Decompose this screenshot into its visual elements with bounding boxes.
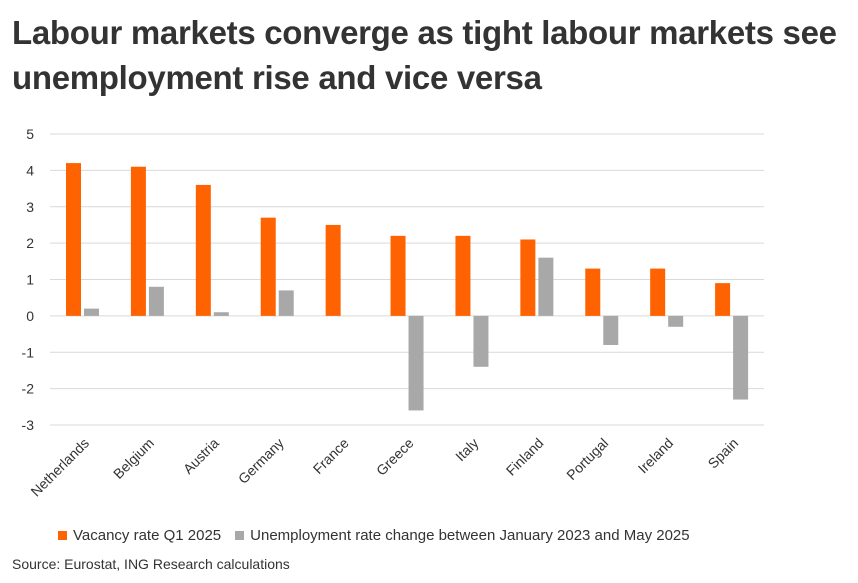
bar-vacancy: [650, 268, 666, 316]
y-tick-label: 5: [26, 126, 34, 142]
bar-unemployment: [84, 308, 99, 316]
y-tick-label: -1: [22, 344, 35, 360]
x-tick-label: Finland: [503, 435, 547, 479]
bar-unemployment: [148, 286, 164, 316]
chart-title: Labour markets converge as tight labour …: [12, 14, 837, 96]
x-tick-label: Belgium: [110, 435, 157, 482]
y-tick-label: 4: [26, 162, 34, 178]
x-tick-label: Portugal: [563, 435, 611, 483]
legend-item-unemployment: Unemployment rate change between January…: [235, 527, 690, 544]
x-tick-label: Ireland: [635, 435, 677, 477]
x-tick-label: Italy: [452, 435, 481, 464]
bar-unemployment: [733, 315, 749, 400]
y-tick-label: -3: [22, 417, 35, 433]
bar-vacancy: [130, 166, 146, 316]
bar-unemployment: [473, 315, 489, 367]
bar-unemployment: [603, 315, 619, 345]
x-tick-label: Spain: [705, 435, 742, 472]
bar-vacancy: [66, 163, 81, 316]
y-tick-label: 3: [26, 199, 34, 215]
legend-item-vacancy: Vacancy rate Q1 2025: [58, 527, 221, 544]
source-note: Source: Eurostat, ING Research calculati…: [12, 556, 290, 572]
x-tick-label: Austria: [180, 435, 222, 477]
x-tick-label: France: [310, 435, 352, 477]
bar-unemployment: [538, 257, 554, 316]
y-tick-label: 2: [26, 235, 34, 251]
bar-vacancy: [325, 224, 341, 316]
y-tick-label: -2: [22, 381, 35, 397]
bar-vacancy: [195, 184, 211, 316]
legend: Vacancy rate Q1 2025 Unemployment rate c…: [58, 527, 704, 544]
bar-unemployment: [408, 315, 424, 411]
bar-vacancy: [390, 235, 406, 316]
legend-label-unemployment: Unemployment rate change between January…: [250, 527, 690, 544]
bar-vacancy: [715, 283, 731, 316]
bar-vacancy: [520, 239, 536, 316]
bar-unemployment: [668, 315, 684, 327]
y-axis-ticks: 5 4 3 2 1 0 -1 -2 -3: [22, 126, 35, 433]
x-tick-label: Greece: [373, 435, 417, 479]
bar-vacancy: [585, 268, 601, 316]
y-tick-label: 1: [26, 272, 34, 288]
bar-unemployment: [278, 290, 294, 316]
x-axis-category-labels: Netherlands Belgium Austria Germany France Gr…: [27, 435, 741, 500]
x-tick-label: Netherlands: [27, 435, 92, 500]
bar-vacancy: [455, 235, 471, 316]
legend-swatch-unemployment: [235, 531, 245, 540]
y-tick-label: 0: [26, 308, 34, 324]
legend-swatch-vacancy: [58, 531, 67, 540]
bar-vacancy: [260, 217, 276, 316]
x-tick-label: Germany: [235, 435, 287, 487]
legend-label-vacancy: Vacancy rate Q1 2025: [73, 527, 222, 544]
bar-unemployment: [213, 312, 229, 316]
gridlines: [50, 133, 764, 426]
bars: [66, 163, 749, 411]
